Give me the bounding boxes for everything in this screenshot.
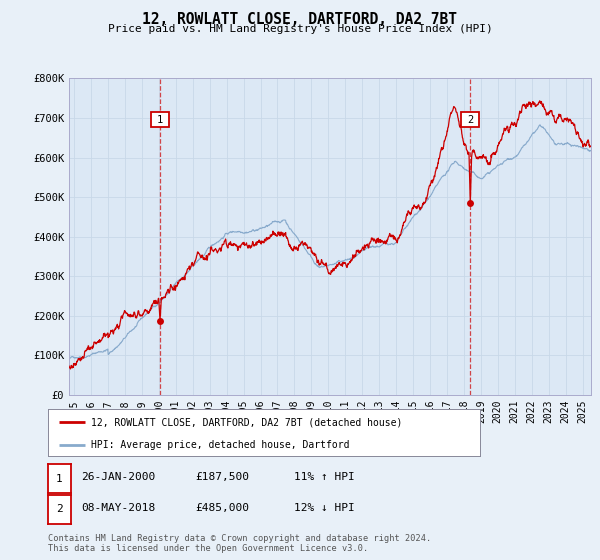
Text: 1: 1 [56, 474, 63, 483]
Bar [151, 112, 169, 127]
Text: 1: 1 [157, 115, 163, 124]
Text: 2: 2 [56, 505, 63, 514]
Bar [461, 112, 479, 127]
Text: £485,000: £485,000 [195, 503, 249, 513]
Text: £187,500: £187,500 [195, 473, 249, 482]
Text: Contains HM Land Registry data © Crown copyright and database right 2024.
This d: Contains HM Land Registry data © Crown c… [48, 534, 431, 553]
Text: 2: 2 [467, 115, 473, 124]
Text: 12, ROWLATT CLOSE, DARTFORD, DA2 7BT: 12, ROWLATT CLOSE, DARTFORD, DA2 7BT [143, 12, 458, 27]
Text: Price paid vs. HM Land Registry's House Price Index (HPI): Price paid vs. HM Land Registry's House … [107, 24, 493, 34]
Text: 08-MAY-2018: 08-MAY-2018 [81, 503, 155, 513]
Text: HPI: Average price, detached house, Dartford: HPI: Average price, detached house, Dart… [91, 440, 350, 450]
Text: 12% ↓ HPI: 12% ↓ HPI [294, 503, 355, 513]
Text: 26-JAN-2000: 26-JAN-2000 [81, 473, 155, 482]
Text: 12, ROWLATT CLOSE, DARTFORD, DA2 7BT (detached house): 12, ROWLATT CLOSE, DARTFORD, DA2 7BT (de… [91, 417, 403, 427]
Text: 11% ↑ HPI: 11% ↑ HPI [294, 473, 355, 482]
